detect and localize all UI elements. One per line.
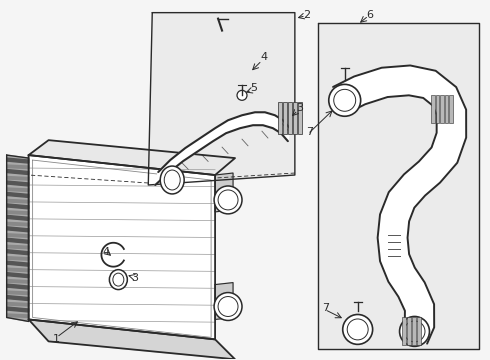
Polygon shape xyxy=(7,199,28,203)
Bar xyxy=(436,95,440,123)
Text: 5: 5 xyxy=(250,84,257,93)
Polygon shape xyxy=(215,173,233,212)
Bar xyxy=(288,102,292,134)
Polygon shape xyxy=(7,176,28,180)
Text: 4: 4 xyxy=(103,247,110,257)
Polygon shape xyxy=(28,155,215,339)
Bar xyxy=(441,95,444,123)
Polygon shape xyxy=(7,250,28,255)
Bar xyxy=(293,102,297,134)
Polygon shape xyxy=(7,291,28,294)
Polygon shape xyxy=(148,13,295,185)
Polygon shape xyxy=(7,165,28,168)
Ellipse shape xyxy=(218,297,238,316)
Polygon shape xyxy=(333,66,466,344)
Bar xyxy=(416,318,420,345)
Polygon shape xyxy=(7,314,28,318)
Ellipse shape xyxy=(399,316,429,346)
Bar xyxy=(412,318,416,345)
Polygon shape xyxy=(7,296,28,301)
Ellipse shape xyxy=(237,90,247,100)
Polygon shape xyxy=(155,112,290,185)
Bar xyxy=(432,95,435,123)
Polygon shape xyxy=(7,181,28,186)
Polygon shape xyxy=(7,257,28,260)
Polygon shape xyxy=(7,234,28,237)
Polygon shape xyxy=(7,302,28,306)
Ellipse shape xyxy=(109,270,127,289)
Text: 1: 1 xyxy=(53,334,60,345)
Bar xyxy=(401,318,406,345)
Ellipse shape xyxy=(160,166,184,194)
Polygon shape xyxy=(7,273,28,278)
Bar xyxy=(278,102,282,134)
Bar xyxy=(283,102,287,134)
Polygon shape xyxy=(7,204,28,209)
Text: 7: 7 xyxy=(306,127,314,137)
Polygon shape xyxy=(7,268,28,272)
Polygon shape xyxy=(7,238,28,243)
Text: 7: 7 xyxy=(322,302,329,312)
Polygon shape xyxy=(28,319,235,359)
Text: 6: 6 xyxy=(366,10,373,20)
Polygon shape xyxy=(7,170,28,175)
Polygon shape xyxy=(7,158,28,163)
Polygon shape xyxy=(7,211,28,214)
Text: 2: 2 xyxy=(303,10,310,20)
Ellipse shape xyxy=(334,89,356,111)
Text: 4: 4 xyxy=(260,53,268,63)
Polygon shape xyxy=(28,140,235,175)
Ellipse shape xyxy=(343,315,372,345)
Bar xyxy=(298,102,302,134)
Ellipse shape xyxy=(404,321,425,342)
Ellipse shape xyxy=(113,273,124,286)
Polygon shape xyxy=(7,188,28,192)
Polygon shape xyxy=(7,284,28,289)
Polygon shape xyxy=(7,215,28,220)
Bar xyxy=(445,95,448,123)
Ellipse shape xyxy=(164,170,180,190)
Ellipse shape xyxy=(329,84,361,116)
Polygon shape xyxy=(7,280,28,283)
Ellipse shape xyxy=(347,319,368,340)
Polygon shape xyxy=(7,155,28,321)
Polygon shape xyxy=(7,261,28,266)
Bar xyxy=(449,95,453,123)
Polygon shape xyxy=(7,245,28,249)
Polygon shape xyxy=(318,23,479,349)
Ellipse shape xyxy=(214,186,242,214)
Polygon shape xyxy=(7,307,28,312)
Polygon shape xyxy=(215,283,233,319)
Polygon shape xyxy=(7,222,28,226)
Ellipse shape xyxy=(218,190,238,210)
Polygon shape xyxy=(7,193,28,197)
Bar xyxy=(407,318,411,345)
Text: 3: 3 xyxy=(131,273,138,283)
Polygon shape xyxy=(7,227,28,232)
Text: 3: 3 xyxy=(296,103,303,113)
Ellipse shape xyxy=(214,293,242,320)
